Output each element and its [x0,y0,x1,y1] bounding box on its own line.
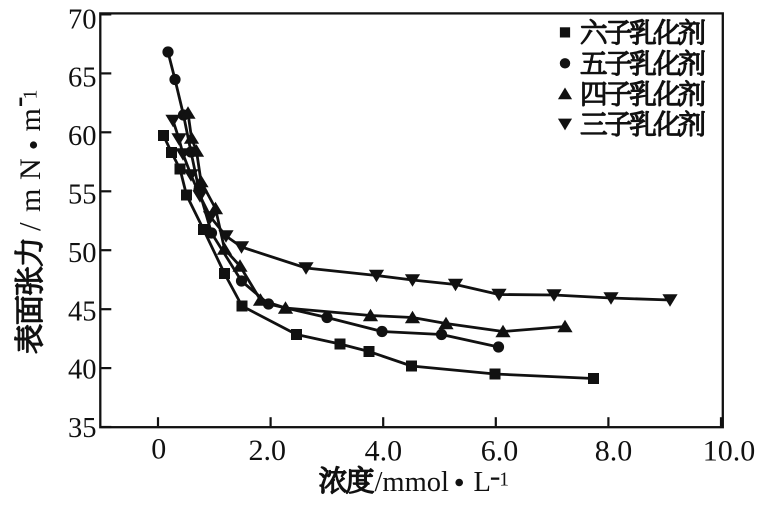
svg-text:1: 1 [19,90,41,100]
svg-text:4.0: 4.0 [365,434,403,467]
svg-text:55: 55 [68,180,97,211]
svg-text:m: m [14,189,47,212]
svg-text:/: / [12,222,47,231]
svg-text:70: 70 [68,4,97,35]
svg-text:6.0: 6.0 [481,435,519,468]
svg-text:65: 65 [68,63,97,94]
svg-text:50: 50 [68,238,97,269]
svg-text:0: 0 [151,433,166,466]
svg-text:35: 35 [68,413,97,444]
svg-text:1: 1 [499,470,509,491]
svg-text:40: 40 [68,355,97,386]
svg-text:L: L [474,467,491,498]
svg-text:2.0: 2.0 [248,434,286,467]
svg-text:N: N [14,158,47,180]
svg-text:10.0: 10.0 [703,435,756,468]
svg-text:45: 45 [68,296,97,327]
svg-text:8.0: 8.0 [595,435,633,468]
svg-text:/mmol: /mmol [375,467,450,498]
svg-text:60: 60 [68,121,97,152]
svg-text:m: m [14,108,47,131]
